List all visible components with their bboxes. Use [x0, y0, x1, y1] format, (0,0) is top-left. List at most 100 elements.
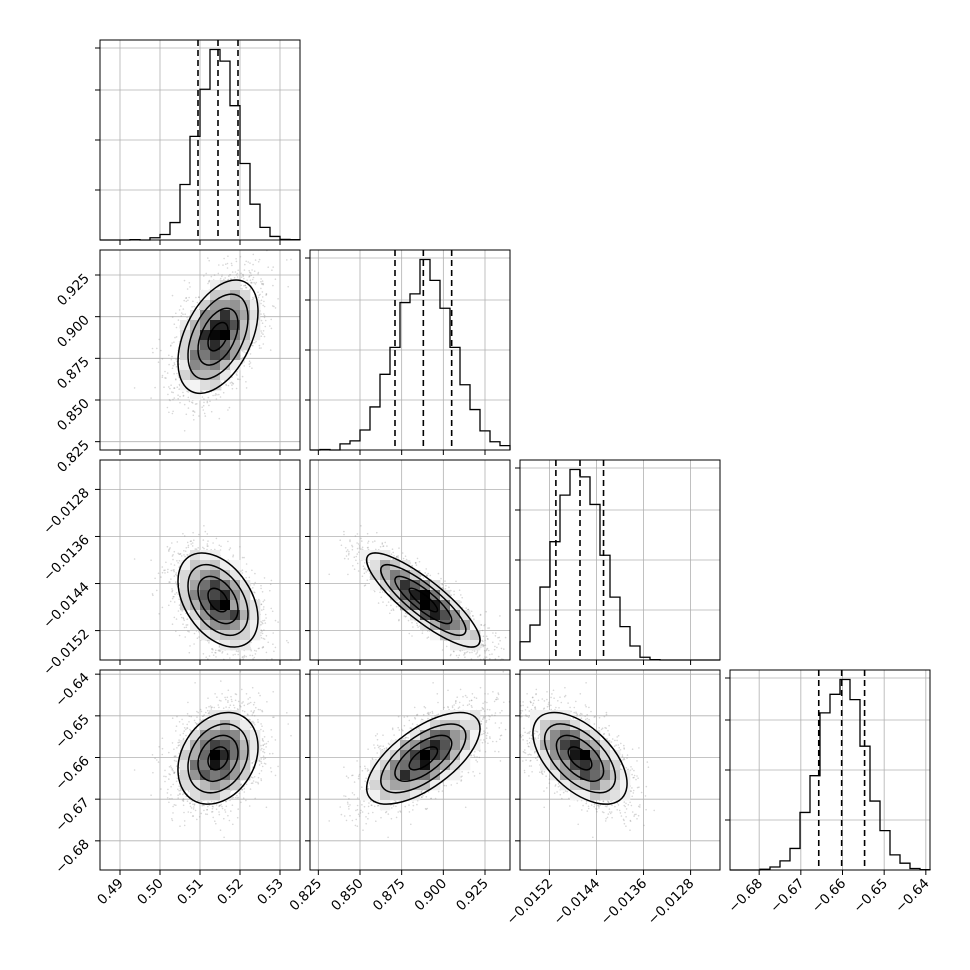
density-cell [210, 370, 220, 380]
sample-point [176, 560, 178, 562]
sample-point [243, 278, 245, 280]
sample-point [164, 377, 166, 379]
sample-point [203, 409, 205, 411]
sample-point [254, 342, 256, 344]
sample-point [254, 582, 256, 584]
sample-point [228, 385, 230, 387]
sample-point [211, 411, 213, 413]
sample-point [154, 387, 156, 389]
sample-point [162, 375, 164, 377]
sample-point [272, 305, 274, 307]
sample-point [212, 395, 214, 397]
sample-point [253, 254, 255, 256]
sample-point [221, 276, 223, 278]
sample-point [264, 336, 266, 338]
sample-point [207, 402, 209, 404]
sample-point [249, 360, 251, 362]
sample-point [203, 398, 205, 400]
sample-point [243, 351, 245, 353]
sample-point [154, 578, 156, 580]
sample-point [253, 584, 255, 586]
density-cell [240, 310, 250, 320]
sample-point [198, 636, 200, 638]
sample-point [263, 301, 265, 303]
sample-point [208, 281, 210, 283]
sample-point [270, 319, 272, 321]
sample-point [208, 260, 210, 262]
sample-point [271, 269, 273, 271]
sample-point [202, 547, 204, 549]
sample-point [177, 553, 179, 555]
sample-point [261, 335, 263, 337]
sample-point [178, 388, 180, 390]
sample-point [215, 393, 217, 395]
sample-point [198, 631, 200, 633]
sample-point [225, 384, 227, 386]
sample-point [172, 316, 174, 318]
sample-point [236, 388, 238, 390]
sample-point [172, 413, 174, 415]
sample-point [167, 546, 169, 548]
sample-point [175, 313, 177, 315]
sample-point [255, 282, 257, 284]
sample-point [263, 330, 265, 332]
sample-point [236, 371, 238, 373]
sample-point [227, 267, 229, 269]
sample-point [192, 301, 194, 303]
sample-point [252, 587, 254, 589]
sample-point [218, 264, 220, 266]
sample-point [213, 654, 215, 656]
sample-point [260, 288, 262, 290]
sample-point [175, 378, 177, 380]
sample-point [251, 367, 253, 369]
density-cell [230, 280, 240, 290]
sample-point [211, 652, 213, 654]
sample-point [162, 376, 164, 378]
density-cell [210, 320, 220, 330]
sample-point [176, 592, 178, 594]
sample-point [261, 320, 263, 322]
sample-point [176, 366, 178, 368]
sample-point [187, 300, 189, 302]
sample-point [223, 258, 225, 260]
sample-point [167, 394, 169, 396]
sample-point [250, 272, 252, 274]
sample-point [259, 345, 261, 347]
sample-point [174, 564, 176, 566]
sample-point [156, 590, 158, 592]
sample-point [186, 317, 188, 319]
density-cell [190, 380, 200, 390]
sample-point [240, 570, 242, 572]
sample-point [260, 281, 262, 283]
sample-point [175, 359, 177, 361]
sample-point [150, 397, 152, 399]
sample-point [186, 554, 188, 556]
sample-point [223, 392, 225, 394]
sample-point [227, 409, 229, 411]
sample-point [241, 285, 243, 287]
sample-point [181, 617, 183, 619]
sample-point [156, 348, 158, 350]
y-tick-label: 0.875 [54, 354, 93, 393]
sample-point [262, 333, 264, 335]
sample-point [182, 314, 184, 316]
sample-point [171, 356, 173, 358]
sample-point [240, 273, 242, 275]
sample-point [235, 258, 237, 260]
sample-point [167, 407, 169, 409]
sample-point [235, 271, 237, 273]
sample-point [255, 341, 257, 343]
sample-point [172, 295, 174, 297]
sample-point [262, 291, 264, 293]
sample-point [174, 617, 176, 619]
sample-point [254, 657, 256, 659]
sample-point [263, 609, 265, 611]
sample-point [187, 288, 189, 290]
sample-point [183, 620, 185, 622]
sample-point [275, 278, 277, 280]
sample-point [273, 651, 275, 653]
sample-point [183, 308, 185, 310]
sample-point [174, 337, 176, 339]
sample-point [232, 654, 234, 656]
sample-point [260, 303, 262, 305]
